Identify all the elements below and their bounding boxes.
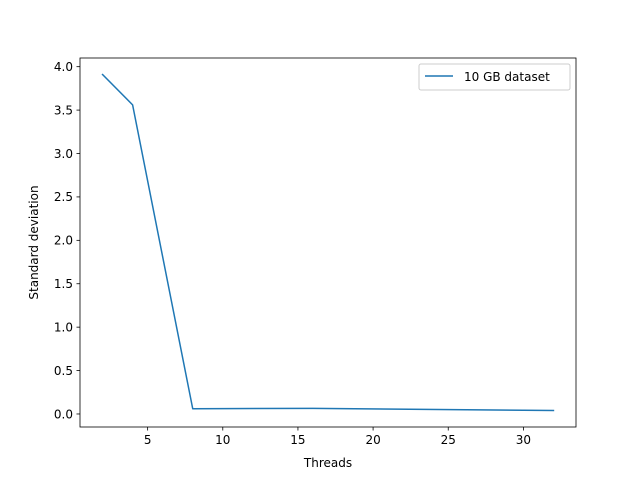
y-tick-label: 1.0 [54,320,73,334]
y-tick-label: 4.0 [54,60,73,74]
plot-layer [101,73,555,412]
x-tick-label: 30 [516,433,531,447]
y-tick-label: 2.0 [54,234,73,248]
x-tick-label: 5 [144,433,152,447]
legend-box [418,63,571,91]
x-tick-label: 15 [290,433,305,447]
legend: 10 GB dataset [418,63,571,91]
x-tick-label: 20 [365,433,380,447]
y-tick-label: 0.0 [54,407,73,421]
y-tick-label: 1.5 [54,277,73,291]
x-tick-label: 25 [441,433,456,447]
x-tick-label: 10 [215,433,230,447]
plot-frame [79,57,577,428]
y-tick-label: 0.5 [54,364,73,378]
y-axis-label: Standard deviation [27,185,41,299]
y-tick-label: 3.5 [54,103,73,117]
x-axis-label: Threads [303,456,352,470]
y-tick-label: 3.0 [54,147,73,161]
legend-entry-label: 10 GB dataset [464,70,550,84]
y-tick-label: 2.5 [54,190,73,204]
series-line-0 [101,73,555,412]
axes-layer: 5 10 15 20 25 30 0.0 0.5 1.0 1.5 2.0 2.5 3.0 3.5 4.0 [54,57,577,447]
